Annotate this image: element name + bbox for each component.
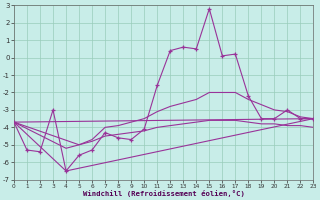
X-axis label: Windchill (Refroidissement éolien,°C): Windchill (Refroidissement éolien,°C) [83, 190, 245, 197]
